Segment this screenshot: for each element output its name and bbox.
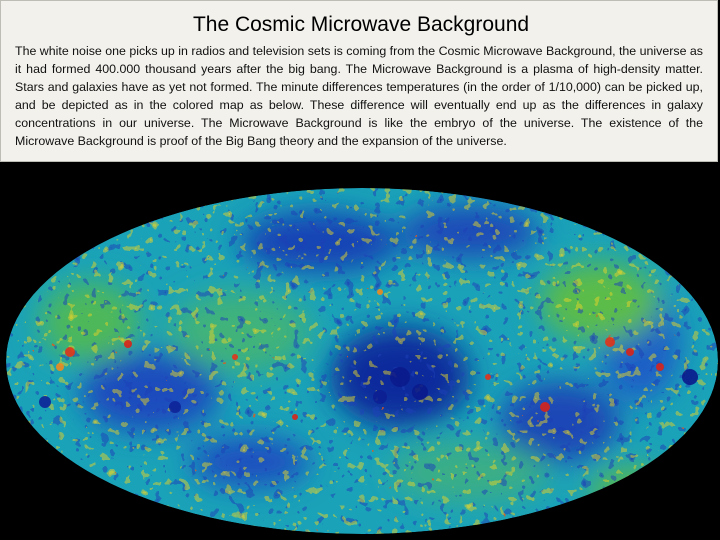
cmb-cold-spots bbox=[39, 367, 698, 413]
slide-body-text: The white noise one picks up in radios a… bbox=[15, 44, 704, 148]
slide-title: The Cosmic Microwave Background bbox=[1, 11, 720, 39]
cmb-sky-map bbox=[0, 162, 720, 540]
cmb-hot-spots bbox=[56, 289, 664, 420]
text-panel: The Cosmic Microwave Background The whit… bbox=[0, 0, 718, 162]
cmb-ellipse bbox=[6, 188, 718, 534]
slide-title-text: The Cosmic Microwave Background bbox=[192, 13, 530, 36]
